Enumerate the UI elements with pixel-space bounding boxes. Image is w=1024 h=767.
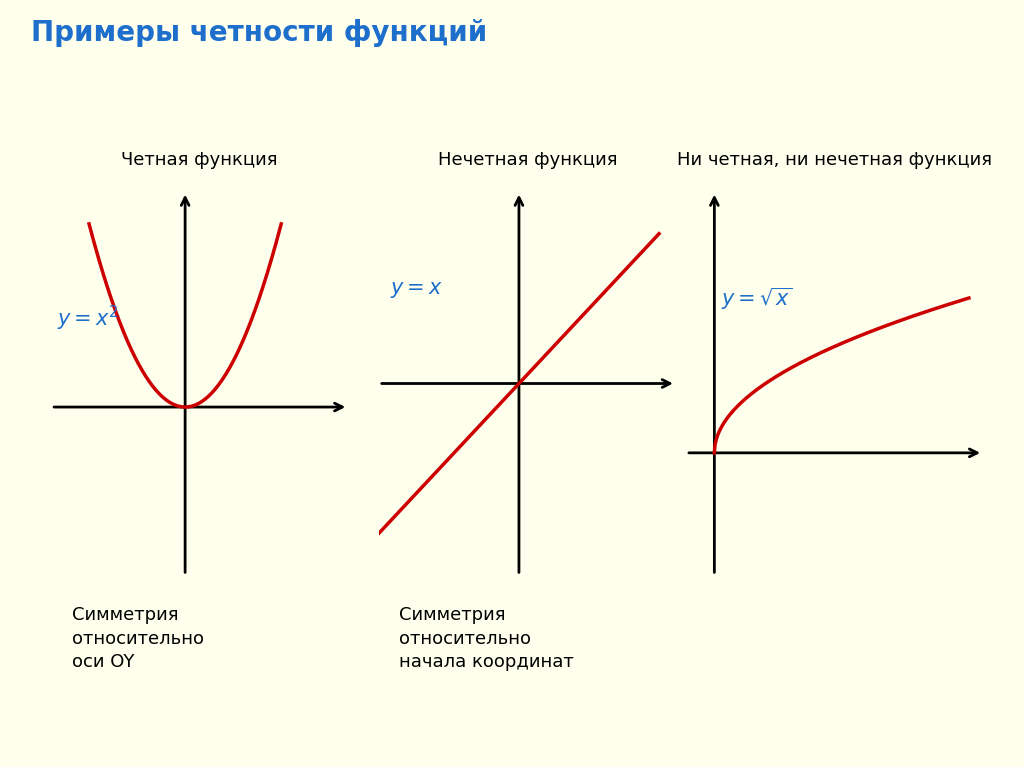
Text: Симметрия
относительно
начала координат: Симметрия относительно начала координат bbox=[399, 606, 574, 671]
Text: Симметрия
относительно
оси OY: Симметрия относительно оси OY bbox=[72, 606, 204, 671]
Text: $\mathit{y = x}$: $\mathit{y = x}$ bbox=[390, 280, 443, 300]
Text: Примеры четности функций: Примеры четности функций bbox=[31, 19, 487, 48]
Text: Четная функция: Четная функция bbox=[122, 151, 278, 169]
Text: Нечетная функция: Нечетная функция bbox=[437, 151, 617, 169]
Text: $\mathit{y = \sqrt{x}}$: $\mathit{y = \sqrt{x}}$ bbox=[722, 286, 793, 312]
Text: Ни четная, ни нечетная функция: Ни четная, ни нечетная функция bbox=[677, 151, 992, 169]
Text: $\mathit{y = x^{2}}$: $\mathit{y = x^{2}}$ bbox=[57, 304, 119, 333]
